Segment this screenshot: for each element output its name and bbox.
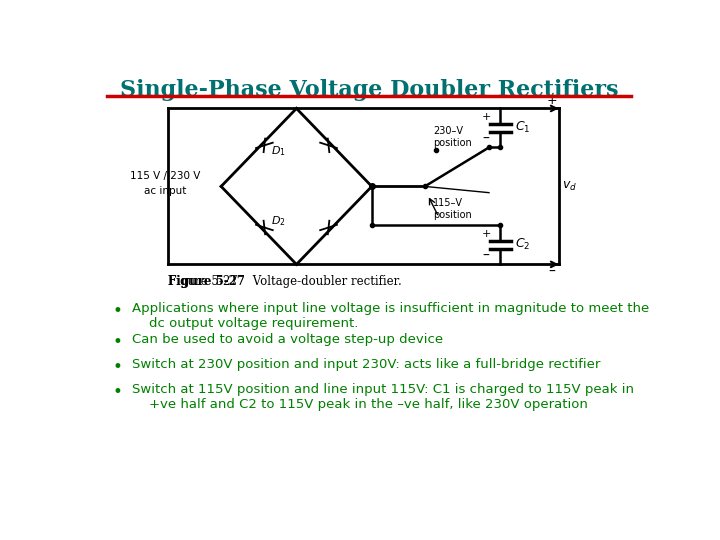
Text: Single-Phase Voltage Doubler Rectifiers: Single-Phase Voltage Doubler Rectifiers [120, 79, 618, 102]
Text: Can be used to avoid a voltage step-up device: Can be used to avoid a voltage step-up d… [132, 333, 443, 346]
Text: +: + [482, 229, 491, 239]
Text: $C_1$: $C_1$ [515, 120, 530, 136]
Text: –: – [482, 249, 490, 263]
Text: Applications where input line voltage is insufficient in magnitude to meet the
 : Applications where input line voltage is… [132, 302, 649, 330]
Text: •: • [112, 302, 122, 320]
Text: $C_2$: $C_2$ [515, 238, 530, 252]
Text: ac input: ac input [144, 186, 186, 195]
Text: Figure 5-27    Voltage-doubler rectifier.: Figure 5-27 Voltage-doubler rectifier. [168, 275, 402, 288]
Text: Switch at 115V position and line input 115V: C1 is charged to 115V peak in
    +: Switch at 115V position and line input 1… [132, 383, 634, 411]
Text: –: – [482, 132, 490, 146]
Text: 115–V
position: 115–V position [433, 198, 472, 220]
Text: 115 V / 230 V: 115 V / 230 V [130, 171, 200, 181]
Text: •: • [112, 333, 122, 351]
Text: +: + [482, 112, 491, 122]
Text: –: – [549, 265, 555, 279]
Text: •: • [112, 383, 122, 401]
Text: 230–V
position: 230–V position [433, 126, 472, 148]
Text: +: + [546, 94, 557, 107]
Text: $D_1$: $D_1$ [271, 145, 286, 159]
Text: $v_d$: $v_d$ [562, 180, 577, 193]
Text: •: • [112, 358, 122, 376]
Text: Switch at 230V position and input 230V: acts like a full-bridge rectifier: Switch at 230V position and input 230V: … [132, 358, 600, 371]
Text: Figure 5-27: Figure 5-27 [168, 275, 245, 288]
Text: $D_2$: $D_2$ [271, 214, 286, 228]
